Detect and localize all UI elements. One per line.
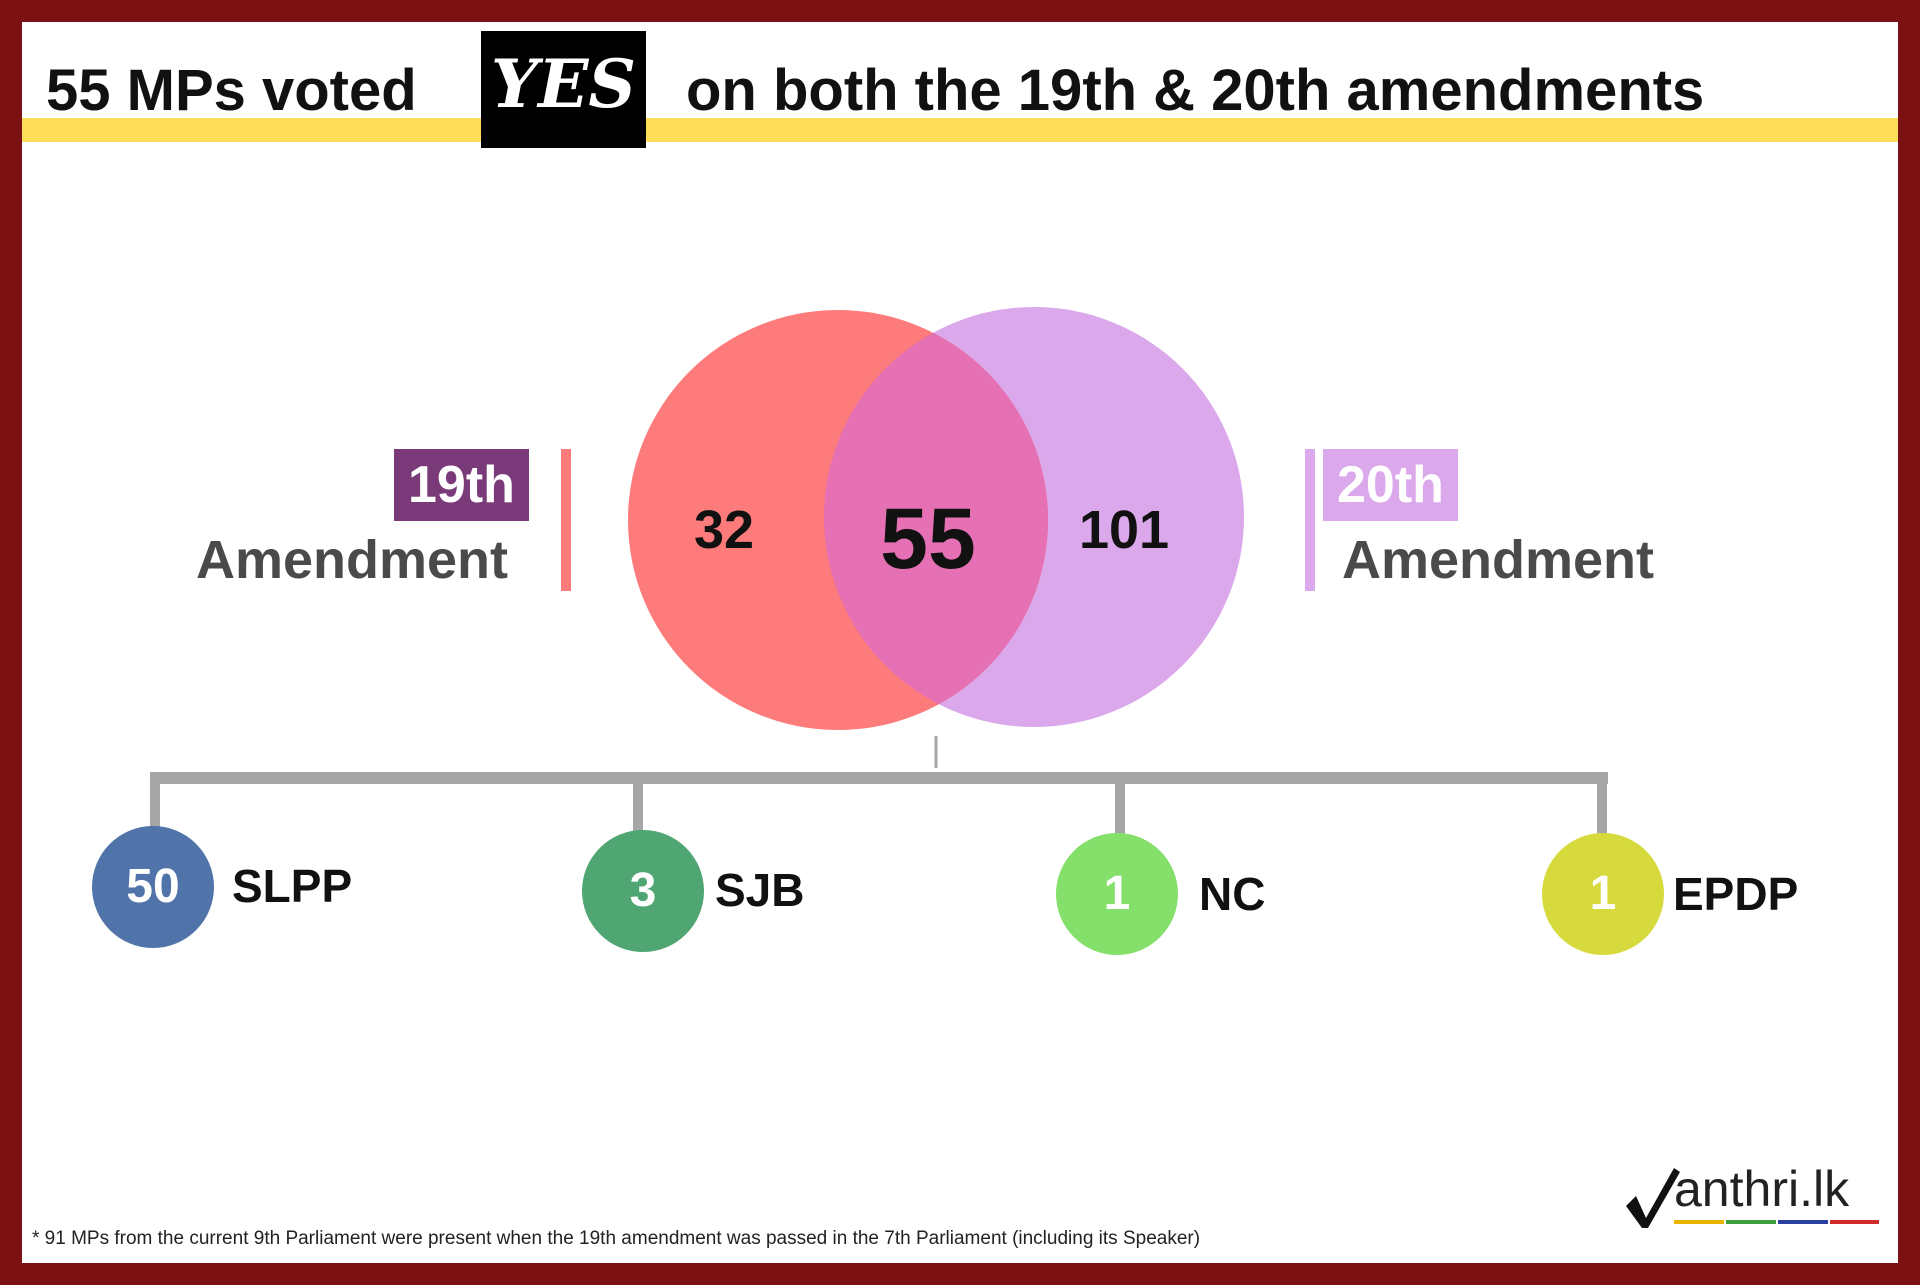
logo-text: anthri.lk bbox=[1674, 1161, 1850, 1217]
infographic: 55 MPs voted YES on both the 19th & 20th… bbox=[22, 22, 1898, 1263]
yes-label-box: YES bbox=[481, 31, 646, 148]
party-name-nc: NC bbox=[1199, 868, 1266, 920]
badge-20th: 20th bbox=[1323, 449, 1458, 521]
manthri-logo: anthri.lk bbox=[1622, 1162, 1882, 1232]
party-name-epdp: EPDP bbox=[1673, 868, 1799, 920]
badge-19th: 19th bbox=[394, 449, 529, 521]
label-20th-amendment: Amendment bbox=[1342, 530, 1655, 590]
value-19th-only: 32 bbox=[694, 500, 754, 560]
party-name-slpp: SLPP bbox=[232, 860, 353, 912]
label-19th-amendment: Amendment bbox=[196, 530, 509, 590]
title-highlight bbox=[22, 118, 1898, 142]
venn-overlap bbox=[824, 310, 1048, 727]
venn-diagram: 32 55 101 bbox=[150, 307, 1608, 836]
party-count-nc: 1 bbox=[1056, 833, 1178, 955]
value-20th-only: 101 bbox=[1079, 500, 1169, 560]
title-text-right: on both the 19th & 20th amendments bbox=[686, 58, 1705, 123]
logo-underline bbox=[1674, 1220, 1879, 1224]
bar-20th bbox=[1305, 449, 1315, 591]
yes-label: YES bbox=[490, 45, 637, 123]
party-name-sjb: SJB bbox=[715, 864, 805, 916]
party-count-slpp: 50 bbox=[92, 826, 214, 948]
bar-19th bbox=[561, 449, 571, 591]
checkmark-m-logo-icon bbox=[1626, 1168, 1680, 1228]
footnote: * 91 MPs from the current 9th Parliament… bbox=[32, 1228, 1201, 1249]
party-count-sjb: 3 bbox=[582, 830, 704, 952]
value-both: 55 bbox=[880, 491, 976, 587]
party-count-epdp: 1 bbox=[1542, 833, 1664, 955]
title-text-left: 55 MPs voted bbox=[46, 58, 417, 123]
